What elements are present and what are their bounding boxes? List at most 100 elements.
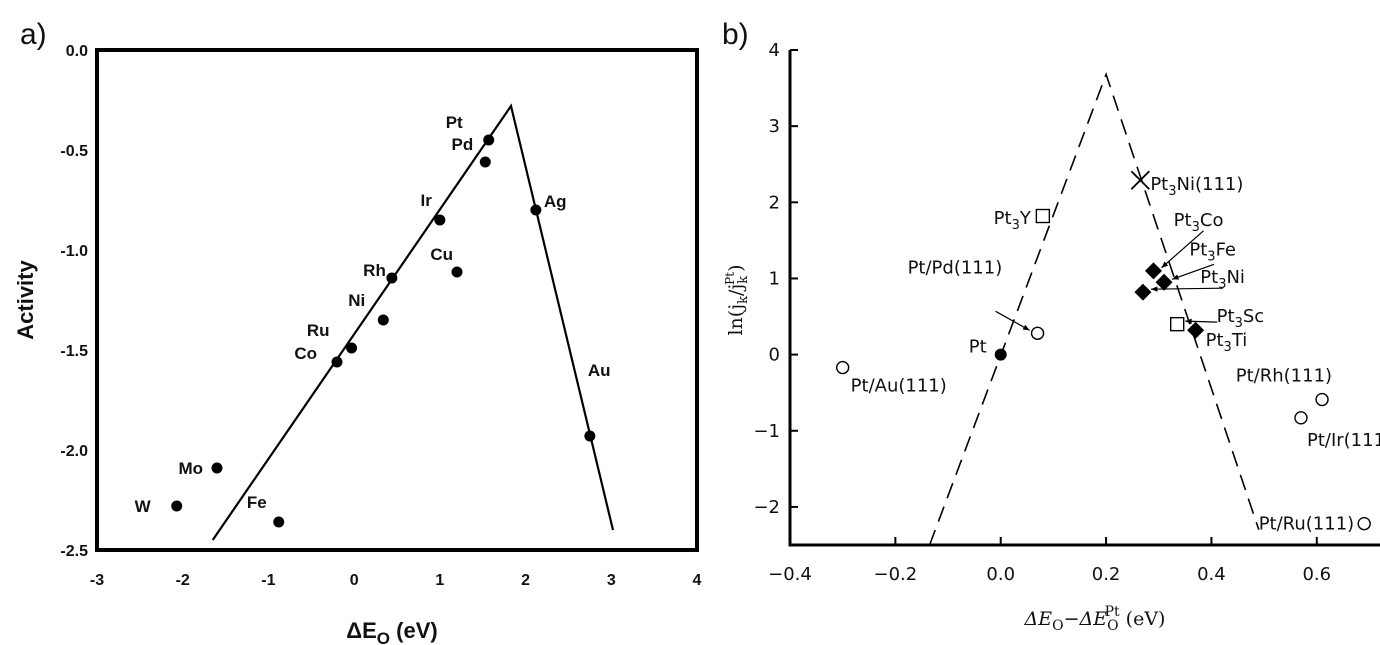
a-point-label-mo: Mo <box>178 459 203 478</box>
b-point-pt3ti <box>1187 321 1205 339</box>
a-y-tick-label: -1.5 <box>60 343 88 360</box>
b-arrowhead-pt3sc <box>1185 318 1192 325</box>
b-arrow-pt3co <box>1161 230 1204 269</box>
a-point-pt <box>483 134 495 146</box>
a-y-tick-label: -2.5 <box>60 543 88 560</box>
a-y-tick-label: -2.0 <box>60 443 88 460</box>
b-x-tick-label: −0.2 <box>873 564 917 585</box>
b-y-tick-label: 1 <box>769 268 780 289</box>
b-point-label-pt-pd-111: Pt/Pd(111) <box>908 257 1003 278</box>
b-point-label-pt-ir-111: Pt/Ir(111) <box>1307 430 1380 451</box>
a-point-label-ag: Ag <box>544 192 567 211</box>
b-x-tick-label: 0.0 <box>986 564 1015 585</box>
b-point-pt-rh-111 <box>1315 392 1329 407</box>
a-x-tick-label: -1 <box>261 572 275 589</box>
a-x-tick-label: 2 <box>521 572 530 589</box>
b-x-tick-label: 0.4 <box>1197 564 1226 585</box>
b-y-tick-label: 4 <box>769 40 780 61</box>
panel-b: b) −0.4 −0.2 0.0 0.2 0.4 0.6 4 3 2 1 0 −1 −2 Pt Pt/P… <box>722 18 1380 634</box>
a-point-mo <box>211 462 223 474</box>
b-y-tick-label: 2 <box>769 192 780 213</box>
panel-a-x-ticks: -3 -2 -1 0 1 2 3 4 <box>90 572 702 589</box>
b-point-pt3fe <box>1155 273 1173 291</box>
a-y-tick-label: -1.0 <box>60 243 88 260</box>
panel-a-volcano-line <box>211 103 615 541</box>
b-x-tick-label: −0.4 <box>768 564 812 585</box>
a-point-ir <box>434 214 446 226</box>
b-point-pt3sc <box>1169 316 1185 332</box>
a-point-rh <box>386 272 398 284</box>
b-point-label-pt3ni-111: Pt3Ni(111) <box>1150 174 1243 199</box>
a-point-label-ni: Ni <box>348 291 365 310</box>
a-point-label-au: Au <box>588 361 611 380</box>
b-arrow-pt3fe <box>1171 263 1215 280</box>
b-point-label-pt-rh-111: Pt/Rh(111) <box>1236 366 1332 387</box>
a-point-label-pd: Pd <box>452 135 474 154</box>
b-point-pt-pd-111 <box>1030 326 1045 340</box>
b-point-pt <box>994 348 1007 361</box>
a-y-tick-label: 0.0 <box>66 43 88 60</box>
b-point-label-pt3y: Pt3Y <box>994 208 1032 233</box>
panel-b-label: b) <box>722 18 749 51</box>
a-x-tick-label: -3 <box>90 572 104 589</box>
b-point-label-pt: Pt <box>969 337 987 358</box>
a-point-label-pt: Pt <box>446 113 463 132</box>
panel-b-label-arrows <box>995 230 1223 331</box>
a-x-tick-label: 4 <box>693 572 702 589</box>
panel-b-x-axis-title: ΔEO−ΔEOPt (eV) <box>1024 604 1166 634</box>
b-point-pt3co <box>1144 262 1162 280</box>
panel-a: a) -3 -2 -1 0 1 2 3 4 0.0 -0.5 -1.0 -1.5 -2.0 -2.5 P… <box>13 18 702 645</box>
b-point-pt3y <box>1035 208 1051 224</box>
b-y-tick-label: −1 <box>753 421 780 442</box>
b-point-pt-ru-111 <box>1357 516 1371 531</box>
a-point-label-rh: Rh <box>363 261 386 280</box>
b-point-label-pt3sc: Pt3Sc <box>1217 306 1265 331</box>
a-x-tick-label: -2 <box>176 572 190 589</box>
panel-b-volcano-line <box>928 72 1260 546</box>
b-arrowhead-pt3co <box>1161 261 1169 268</box>
a-point-label-ir: Ir <box>421 191 433 210</box>
a-x-tick-label: 0 <box>350 572 359 589</box>
a-point-fe <box>273 516 285 528</box>
panel-a-plot-frame <box>95 48 699 552</box>
b-point-label-pt3co: Pt3Co <box>1174 210 1224 235</box>
a-point-label-fe: Fe <box>247 493 267 512</box>
panel-b-axes <box>788 50 1380 547</box>
panel-a-y-ticks: 0.0 -0.5 -1.0 -1.5 -2.0 -2.5 <box>60 43 88 560</box>
panel-b-y-ticks: 4 3 2 1 0 −1 −2 <box>753 40 798 518</box>
a-volcano-line <box>211 103 615 541</box>
b-y-tick-label: −2 <box>753 497 780 518</box>
panel-b-points: Pt Pt/Pd(111) Pt/Au(111) Pt3Y Pt3Ni(111) Pt3C… <box>835 170 1380 535</box>
a-point-pd <box>479 156 491 168</box>
a-point-w <box>171 500 183 512</box>
b-volcano-line <box>928 72 1260 546</box>
panel-a-label: a) <box>20 18 47 51</box>
a-point-ag <box>530 204 542 216</box>
a-point-label-cu: Cu <box>430 245 453 264</box>
b-point-label-pt3ni: Pt3Ni <box>1200 267 1245 292</box>
a-point-au <box>584 430 596 442</box>
b-arrowhead-pt3ni <box>1150 286 1158 292</box>
panel-b-y-axis-title: ln(jk/jkPt) <box>723 264 751 335</box>
panel-a-y-axis-title: Activity <box>13 260 38 340</box>
b-x-tick-label: 0.2 <box>1092 564 1121 585</box>
b-point-pt3ni <box>1134 283 1152 301</box>
a-y-tick-label: -0.5 <box>60 143 88 160</box>
b-y-tick-label: 3 <box>769 116 780 137</box>
a-point-label-w: W <box>135 497 152 516</box>
b-point-label-pt3ti: Pt3Ti <box>1206 330 1248 355</box>
b-point-pt-ir-111 <box>1294 411 1308 425</box>
b-arrowhead-pt3fe <box>1172 274 1180 280</box>
b-point-label-pt-ru-111: Pt/Ru(111) <box>1259 514 1354 535</box>
b-x-tick-label: 0.6 <box>1302 564 1331 585</box>
a-x-tick-label: 3 <box>607 572 616 589</box>
panel-b-x-ticks: −0.4 −0.2 0.0 0.2 0.4 0.6 <box>768 537 1331 585</box>
panel-a-points: Pt Pd Ag Ir Cu Rh Ni Ru Co Au Mo W Fe <box>135 113 611 528</box>
b-point-label-pt3fe: Pt3Fe <box>1189 239 1236 264</box>
b-arrowhead-pt-pd-111 <box>1022 324 1030 331</box>
b-arrow-pt-pd-111 <box>995 310 1030 331</box>
a-x-tick-label: 1 <box>435 572 444 589</box>
b-point-pt-au-111 <box>835 360 850 375</box>
b-point-pt3ni-111 <box>1130 170 1150 190</box>
